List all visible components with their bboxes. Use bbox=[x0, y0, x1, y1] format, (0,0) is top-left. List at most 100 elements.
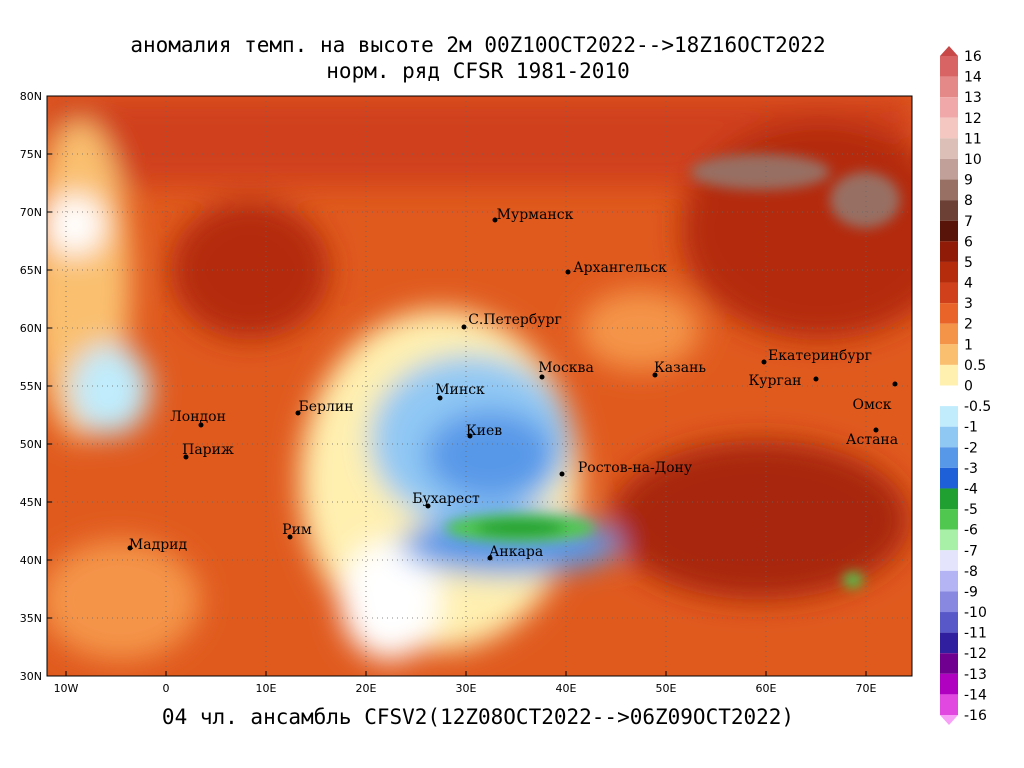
lat-label: 50N bbox=[20, 438, 42, 451]
colorbar-swatch bbox=[940, 612, 958, 633]
colorbar-label: -1 bbox=[964, 420, 978, 436]
colorbar-swatch bbox=[940, 344, 958, 365]
city-dot bbox=[198, 422, 204, 428]
lon-label: 60E bbox=[756, 682, 777, 695]
colorbar-swatch bbox=[940, 426, 958, 448]
title-line: аномалия темп. на высоте 2м 00Z10OCT2022… bbox=[130, 33, 825, 57]
city-dot bbox=[425, 503, 431, 509]
caption: 04 чл. ансамбль CFSV2(12Z08OCT2022-->06Z… bbox=[162, 705, 794, 729]
colorbar-swatch bbox=[940, 406, 958, 427]
lon-label: 50E bbox=[656, 682, 677, 695]
city-dot bbox=[565, 269, 571, 275]
lat-label: 55N bbox=[20, 380, 42, 393]
colorbar-label: 6 bbox=[964, 234, 973, 250]
colorbar-swatch bbox=[940, 323, 958, 345]
colorbar-label: 11 bbox=[964, 131, 982, 147]
city-label: Казань bbox=[654, 360, 706, 376]
colorbar-label: -16 bbox=[964, 708, 987, 724]
lat-label: 40N bbox=[20, 554, 42, 567]
colorbar-swatch bbox=[940, 509, 958, 530]
colorbar-swatch bbox=[940, 467, 958, 489]
city-label: Киев bbox=[466, 423, 502, 439]
city-dot bbox=[183, 454, 189, 460]
colorbar-label: 0 bbox=[964, 379, 973, 395]
city-dot bbox=[652, 372, 658, 378]
colorbar-triangle bbox=[940, 46, 958, 56]
colorbar-swatch bbox=[940, 694, 958, 715]
colorbar-swatch bbox=[940, 117, 958, 139]
city-label: Анкара bbox=[489, 544, 543, 560]
city-dot bbox=[761, 359, 767, 365]
city-label: Рим bbox=[282, 522, 312, 538]
colorbar-swatch bbox=[940, 447, 958, 468]
colorbar-label: 10 bbox=[964, 152, 982, 168]
colorbar-label: 1 bbox=[964, 337, 973, 353]
city-label: Курган bbox=[748, 373, 801, 389]
colorbar-label: -12 bbox=[964, 646, 987, 662]
colorbar-swatch bbox=[940, 200, 958, 221]
colorbar-label: 8 bbox=[964, 193, 973, 209]
colorbar-label: -8 bbox=[964, 564, 978, 580]
colorbar-swatch bbox=[940, 56, 958, 77]
city-dot bbox=[295, 410, 301, 416]
colorbar-label: 7 bbox=[964, 214, 973, 230]
colorbar-label: 16 bbox=[964, 49, 982, 65]
city-dot bbox=[467, 433, 473, 439]
colorbar-swatch bbox=[940, 76, 958, 98]
city-dot bbox=[539, 374, 545, 380]
colorbar-swatch bbox=[940, 570, 958, 592]
colorbar-label: -6 bbox=[964, 523, 978, 539]
city-dot bbox=[559, 471, 565, 477]
colorbar-swatch bbox=[940, 488, 958, 510]
lat-label: 35N bbox=[20, 612, 42, 625]
colorbar-label: 9 bbox=[964, 173, 973, 189]
lat-label: 45N bbox=[20, 496, 42, 509]
city-label: Москва bbox=[538, 360, 594, 376]
colorbar-swatch bbox=[940, 591, 958, 613]
colorbar-swatch bbox=[940, 550, 958, 571]
lat-label: 30N bbox=[20, 670, 42, 683]
lon-label: 10W bbox=[54, 682, 79, 695]
city-label: Астана bbox=[846, 432, 898, 448]
lat-label: 70N bbox=[20, 206, 42, 219]
city-label: Омск bbox=[853, 397, 892, 413]
colorbar-swatch bbox=[940, 220, 958, 242]
city-dot bbox=[492, 217, 498, 223]
colorbar-swatch bbox=[940, 529, 958, 551]
colorbar-label: -3 bbox=[964, 461, 978, 477]
colorbar-swatch bbox=[940, 97, 958, 118]
city-label: Архангельск bbox=[573, 260, 667, 276]
lon-label: 30E bbox=[456, 682, 477, 695]
city-label: Лондон bbox=[170, 409, 226, 425]
colorbar-label: 2 bbox=[964, 317, 973, 333]
colorbar-swatch bbox=[940, 632, 958, 654]
colorbar-label: 4 bbox=[964, 276, 973, 292]
colorbar-swatch bbox=[940, 241, 958, 262]
city-dot bbox=[892, 381, 898, 387]
colorbar-triangle bbox=[940, 715, 958, 725]
colorbar-swatch bbox=[940, 282, 958, 304]
colorbar-swatch bbox=[940, 138, 958, 159]
colorbar-swatch bbox=[940, 261, 958, 283]
city-dot bbox=[287, 534, 293, 540]
lat-label: 65N bbox=[20, 264, 42, 277]
colorbar-label: 0.5 bbox=[964, 358, 986, 374]
colorbar-swatch bbox=[940, 364, 958, 386]
colorbar-label: -2 bbox=[964, 440, 978, 456]
colorbar-label: -11 bbox=[964, 626, 987, 642]
city-dot bbox=[873, 427, 879, 433]
colorbar-label: -5 bbox=[964, 502, 978, 518]
lon-label: 20E bbox=[356, 682, 377, 695]
lon-label: 40E bbox=[556, 682, 577, 695]
city-label: Бухарест bbox=[412, 491, 480, 507]
lon-label: 10E bbox=[256, 682, 277, 695]
lat-label: 60N bbox=[20, 322, 42, 335]
colorbar-swatch bbox=[940, 653, 958, 674]
colorbar-label: -9 bbox=[964, 584, 978, 600]
city-label: Мадрид bbox=[129, 537, 188, 553]
colorbar-label: -13 bbox=[964, 667, 987, 683]
colorbar-label: -7 bbox=[964, 543, 978, 559]
anomaly-field bbox=[47, 96, 912, 676]
colorbar-swatch bbox=[940, 673, 958, 695]
